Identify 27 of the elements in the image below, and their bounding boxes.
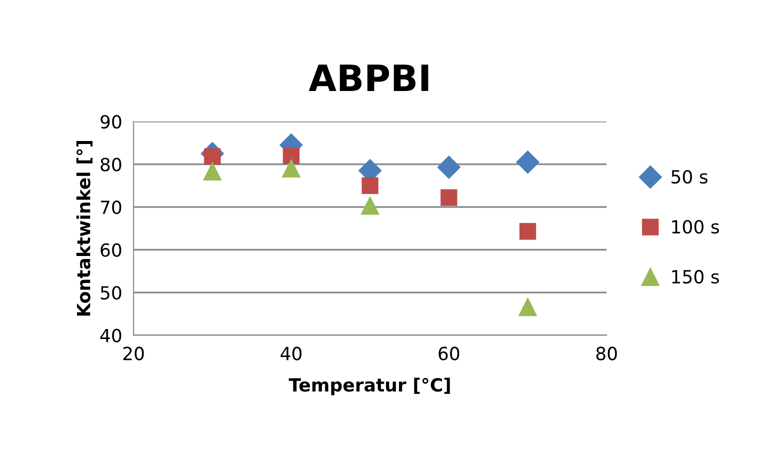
point (204, 148, 221, 165)
x-tick-label: 80 (596, 346, 617, 360)
point (203, 162, 222, 181)
point (282, 159, 300, 178)
point (362, 177, 378, 194)
point (440, 189, 458, 206)
point (361, 196, 380, 215)
y-tick-label: 70 (100, 200, 122, 214)
y-tick-label: 40 (100, 328, 122, 342)
y-tick-label: 90 (100, 114, 122, 129)
point (516, 150, 540, 174)
point (282, 147, 300, 164)
x-tick-label: 60 (438, 346, 460, 360)
x-axis-title: Temperatur [°C] (288, 378, 450, 396)
point (437, 156, 460, 179)
point (518, 298, 537, 316)
legend-label: 50 s (672, 170, 708, 184)
point (519, 223, 536, 240)
y-tick-label: 60 (100, 243, 122, 257)
x-tick-label: 40 (280, 346, 302, 360)
y-tick-label: 80 (100, 158, 122, 172)
x-tick-label: 20 (123, 346, 144, 360)
chart-title: ABPBI (308, 64, 428, 91)
y-axis-title: Kontaktwinkel [°] (76, 140, 93, 316)
y-tick-label: 50 (100, 286, 122, 300)
legend-label: 150 s (672, 270, 719, 284)
legend-label: 100 s (672, 220, 719, 234)
